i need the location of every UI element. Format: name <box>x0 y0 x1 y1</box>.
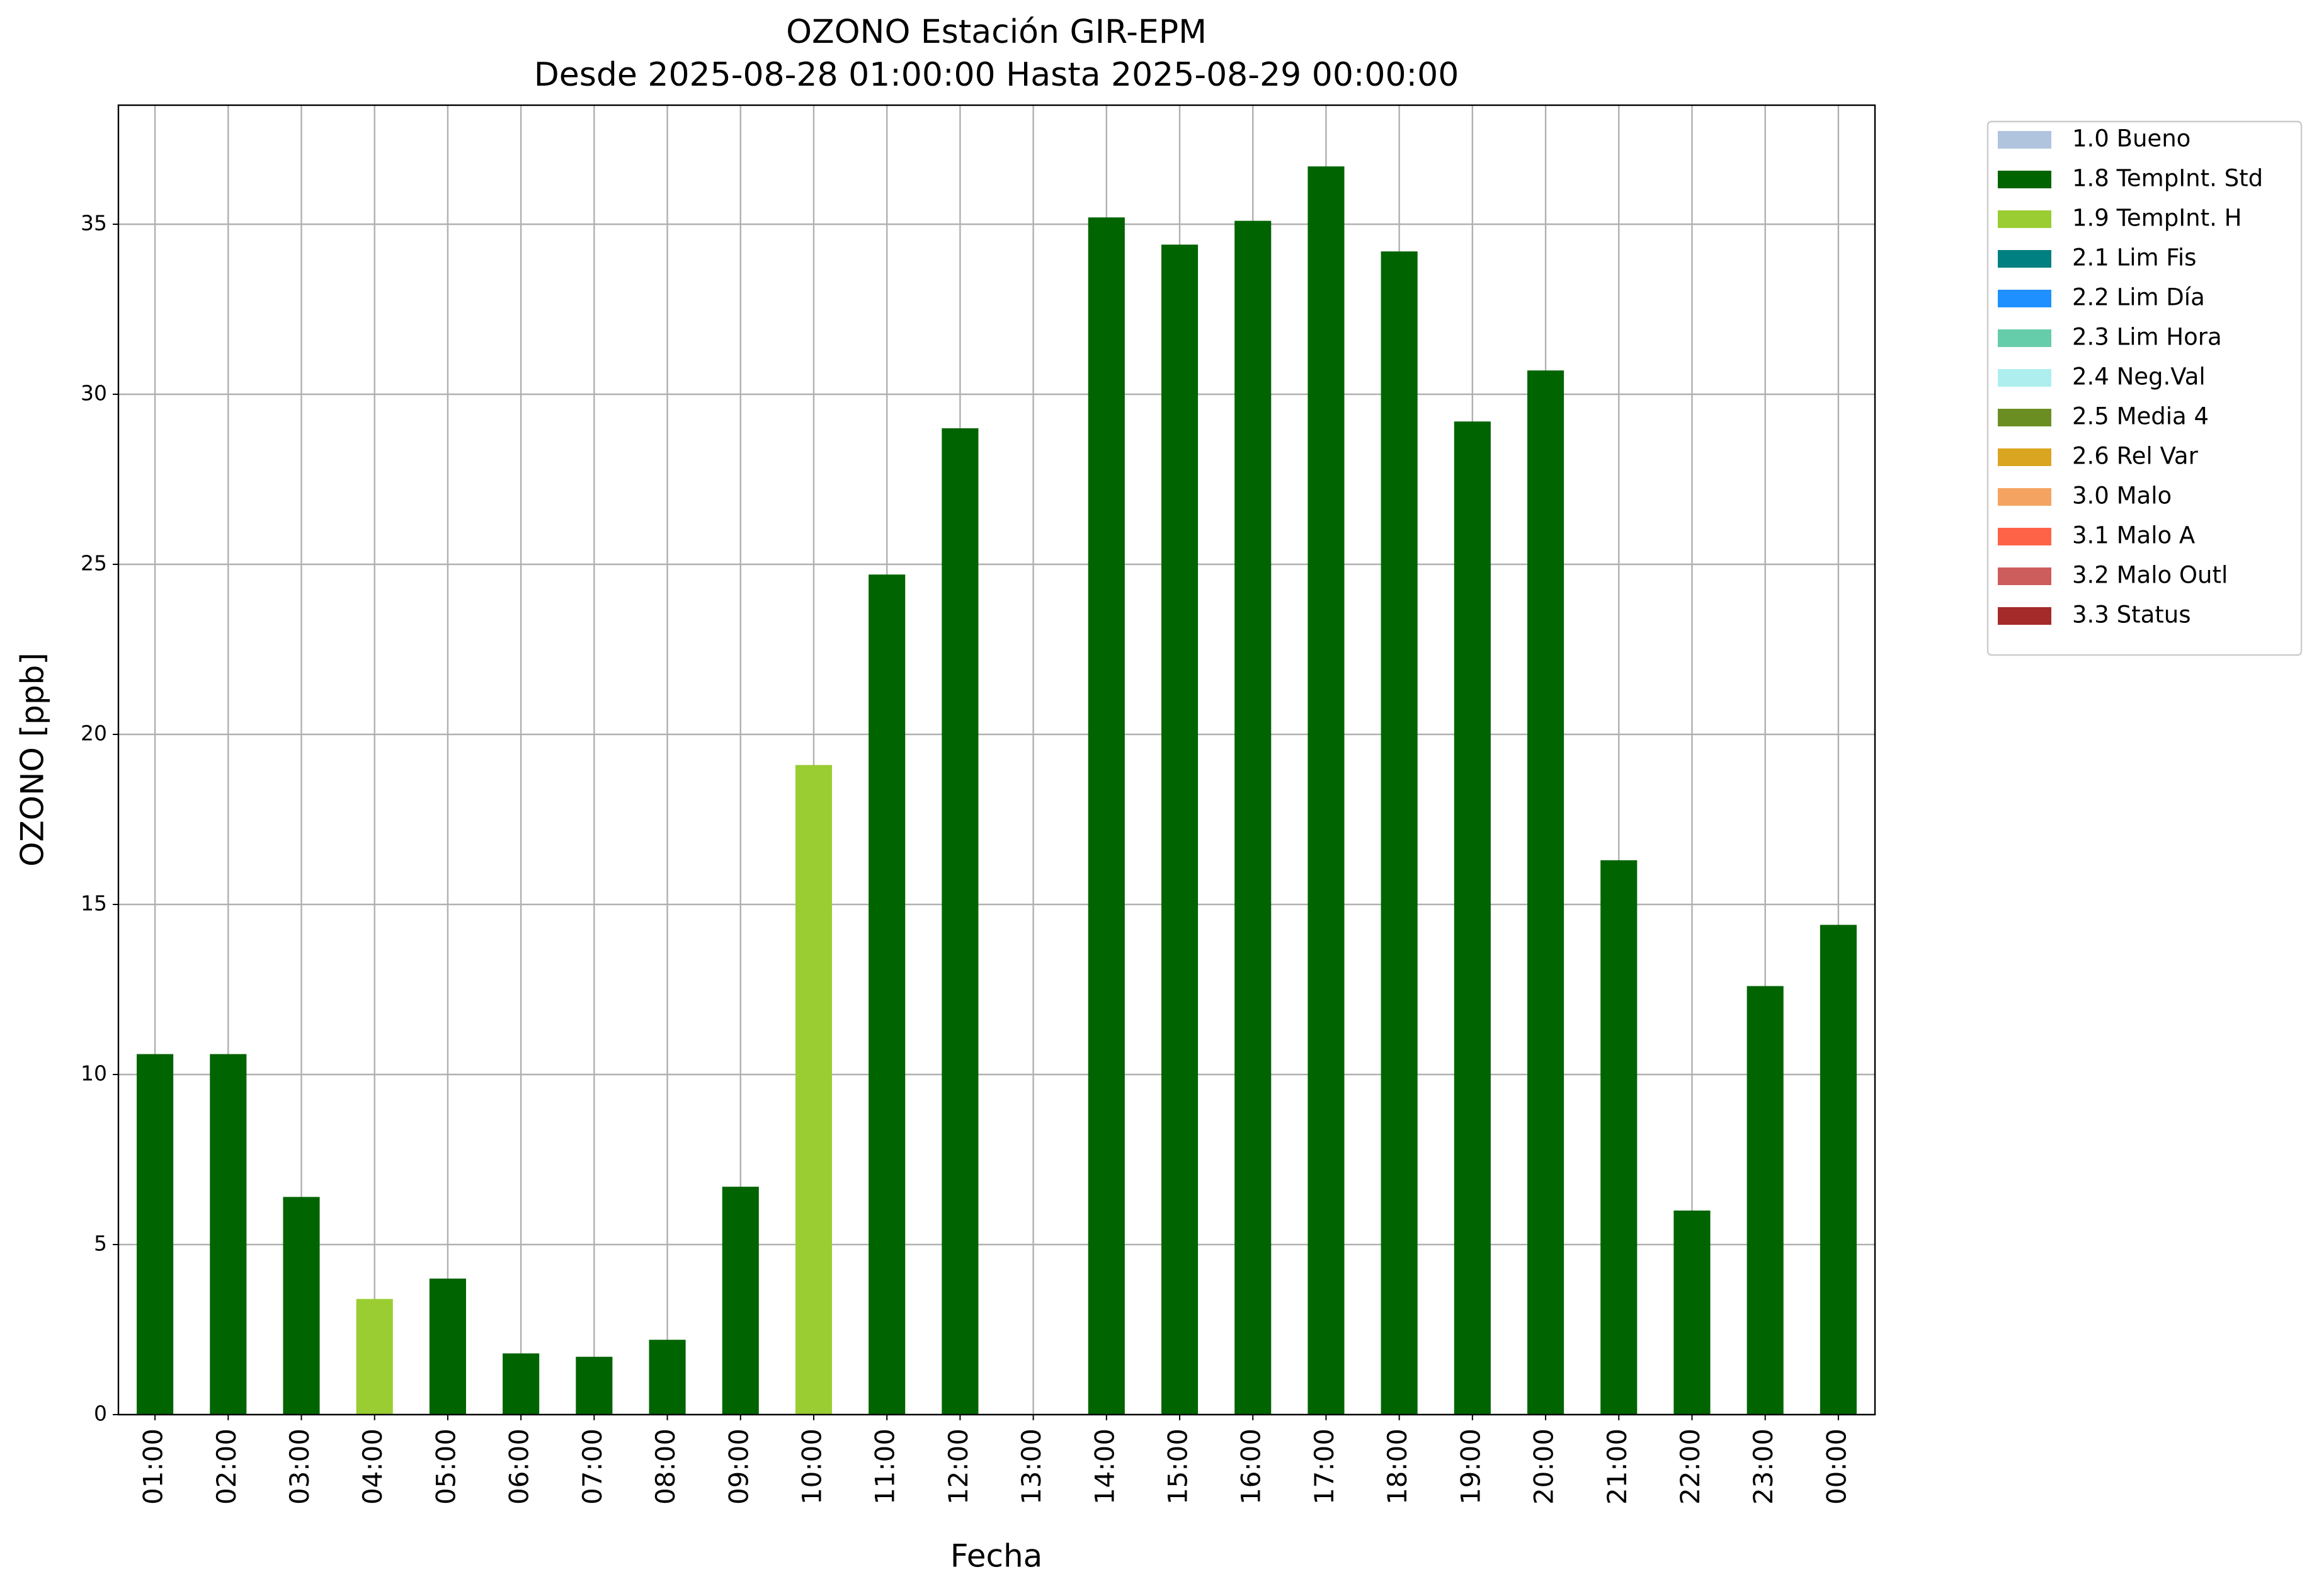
legend-swatch <box>1998 290 2051 307</box>
chart-title: OZONO Estación GIR-EPM <box>786 13 1207 51</box>
legend-label: 2.2 Lim Día <box>2072 284 2205 311</box>
y-tick-label: 0 <box>94 1401 107 1426</box>
legend-label: 2.4 Neg.Val <box>2072 363 2206 390</box>
x-tick-label: 16:00 <box>1236 1428 1267 1505</box>
bar <box>137 1054 174 1415</box>
x-tick-label: 00:00 <box>1821 1428 1852 1505</box>
legend-label: 2.5 Media 4 <box>2072 403 2209 430</box>
x-tick-label: 13:00 <box>1016 1428 1047 1505</box>
y-tick-label: 20 <box>81 721 107 746</box>
x-tick-label: 14:00 <box>1089 1428 1120 1505</box>
bar <box>722 1187 759 1415</box>
legend-label: 3.0 Malo <box>2072 482 2172 510</box>
x-tick-label: 05:00 <box>430 1428 461 1505</box>
legend-swatch <box>1998 448 2051 466</box>
x-tick-label: 02:00 <box>211 1428 242 1505</box>
bar <box>210 1054 247 1415</box>
bar <box>1600 860 1638 1415</box>
bar <box>1820 925 1857 1415</box>
bar <box>1308 166 1345 1415</box>
bar <box>1088 217 1125 1415</box>
chart-subtitle: Desde 2025-08-28 01:00:00 Hasta 2025-08-… <box>534 56 1459 94</box>
bar <box>576 1357 613 1415</box>
legend-label: 1.8 TempInt. Std <box>2072 165 2263 192</box>
x-tick-label: 07:00 <box>577 1428 608 1505</box>
y-tick-label: 15 <box>81 891 107 916</box>
legend-swatch <box>1998 528 2051 545</box>
legend-swatch <box>1998 607 2051 625</box>
legend-label: 1.0 Bueno <box>2072 125 2191 152</box>
bar <box>1454 421 1491 1415</box>
legend-box <box>1986 120 2303 656</box>
legend-label: 3.1 Malo A <box>2072 522 2195 549</box>
x-tick-label: 04:00 <box>357 1428 388 1505</box>
bar <box>503 1353 540 1415</box>
bar <box>429 1279 466 1415</box>
legend-swatch <box>1998 329 2051 347</box>
bar <box>942 428 979 1415</box>
bar <box>795 765 833 1415</box>
x-tick-label: 15:00 <box>1163 1428 1194 1505</box>
x-tick-label: 06:00 <box>504 1428 535 1505</box>
legend-swatch <box>1998 567 2051 585</box>
legend-swatch <box>1998 369 2051 387</box>
bar <box>1673 1211 1711 1415</box>
y-tick-label: 25 <box>81 551 107 576</box>
y-axis-label: OZONO [ppb] <box>14 653 51 867</box>
x-tick-label: 23:00 <box>1748 1428 1779 1505</box>
bar <box>1234 220 1272 1415</box>
y-tick-label: 5 <box>94 1231 107 1256</box>
x-tick-label: 01:00 <box>138 1428 169 1505</box>
x-tick-label: 21:00 <box>1602 1428 1632 1505</box>
bar <box>1161 244 1199 1415</box>
x-tick-label: 09:00 <box>723 1428 754 1505</box>
legend-swatch <box>1998 409 2051 426</box>
x-tick-label: 17:00 <box>1309 1428 1340 1505</box>
legend-label: 2.3 Lim Hora <box>2072 324 2222 351</box>
legend-label: 1.9 TempInt. H <box>2072 205 2242 232</box>
plot-frame <box>117 104 1876 1416</box>
legend-swatch <box>1998 488 2051 506</box>
legend-swatch <box>1998 171 2051 188</box>
x-tick-label: 20:00 <box>1529 1428 1559 1505</box>
x-tick-label: 11:00 <box>870 1428 901 1505</box>
bar <box>1746 986 1784 1415</box>
legend-swatch <box>1998 210 2051 228</box>
x-tick-label: 19:00 <box>1455 1428 1486 1505</box>
y-tick-label: 10 <box>81 1061 107 1086</box>
x-tick-label: 08:00 <box>650 1428 681 1505</box>
bar <box>1381 251 1418 1415</box>
y-tick-label: 35 <box>81 211 107 236</box>
x-tick-label: 22:00 <box>1675 1428 1706 1505</box>
bar <box>356 1299 393 1415</box>
legend-swatch <box>1998 131 2051 149</box>
x-tick-label: 12:00 <box>943 1428 974 1505</box>
bar <box>869 574 906 1415</box>
x-tick-label: 03:00 <box>284 1428 315 1505</box>
bar <box>649 1340 686 1415</box>
bar <box>1527 370 1564 1415</box>
x-tick-label: 10:00 <box>796 1428 827 1505</box>
legend-label: 3.2 Malo Outl <box>2072 562 2228 589</box>
x-tick-label: 18:00 <box>1382 1428 1413 1505</box>
legend-label: 2.6 Rel Var <box>2072 443 2199 470</box>
legend-label: 3.3 Status <box>2072 601 2191 629</box>
y-tick-label: 30 <box>81 381 107 406</box>
legend-label: 2.1 Lim Fis <box>2072 244 2196 271</box>
x-axis-label: Fecha <box>950 1538 1043 1575</box>
legend-swatch <box>1998 250 2051 268</box>
bar <box>283 1197 320 1415</box>
